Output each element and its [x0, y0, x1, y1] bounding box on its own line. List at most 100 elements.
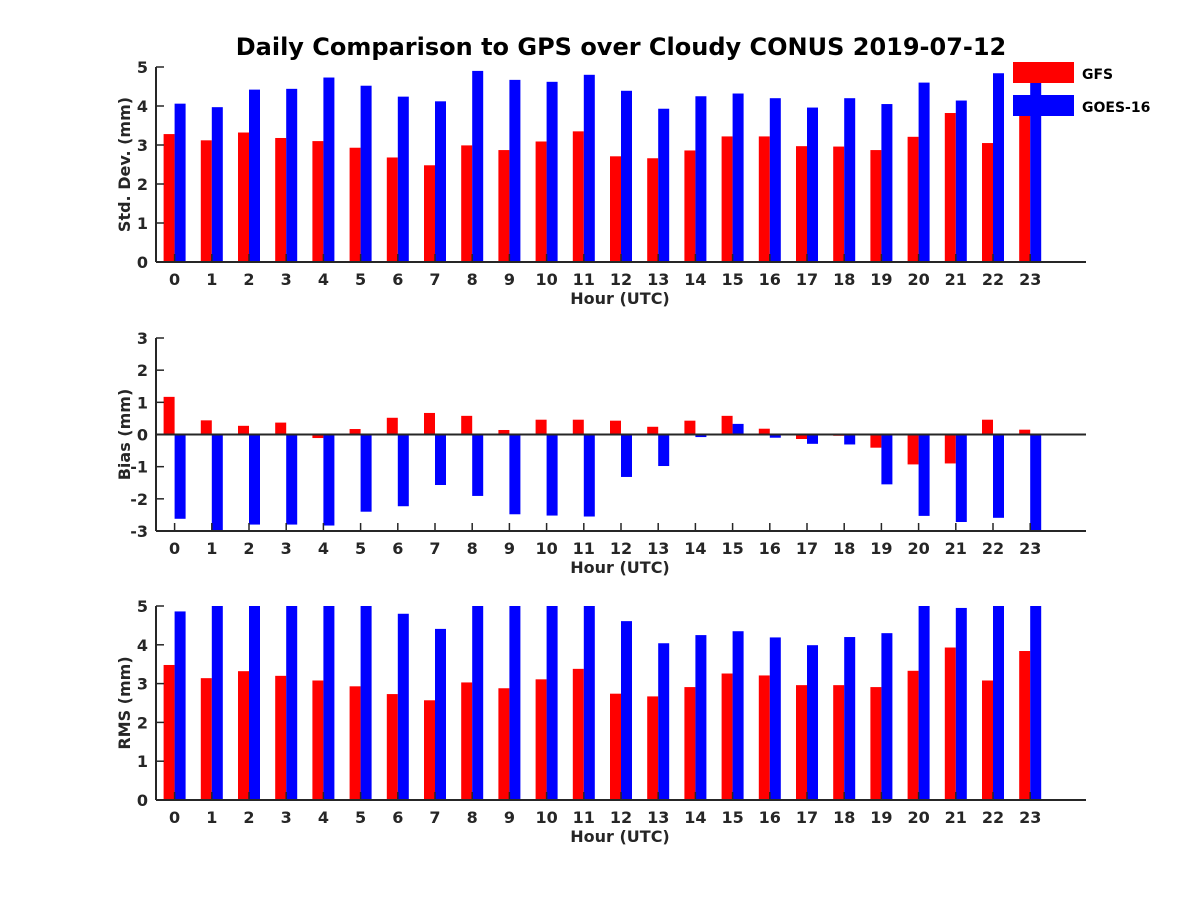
bar-goes16-3 [286, 88, 298, 262]
bar-gfs-7 [424, 700, 435, 800]
bar-goes16-1 [211, 107, 223, 262]
bar-goes16-19 [881, 434, 893, 485]
x-tick-label: 23 [1019, 539, 1041, 558]
x-tick-label: 12 [610, 808, 632, 827]
bar-gfs-23 [1019, 112, 1031, 262]
bar-goes16-14 [695, 96, 707, 262]
x-tick-label: 7 [429, 808, 440, 827]
bar-gfs-21 [944, 647, 956, 800]
bar-goes16-12 [621, 621, 632, 800]
bar-gfs-5 [349, 429, 361, 435]
bar-goes16-16 [769, 637, 781, 800]
bar-goes16-8 [472, 606, 484, 800]
bar-gfs-11 [572, 131, 584, 262]
x-tick-label: 4 [318, 270, 329, 289]
bar-gfs-5 [349, 686, 361, 800]
x-tick-label: 13 [647, 270, 669, 289]
bar-gfs-5 [349, 147, 361, 262]
bar-goes16-6 [397, 434, 409, 507]
bar-goes16-17 [807, 107, 818, 262]
x-tick-label: 15 [721, 270, 743, 289]
bar-gfs-2 [238, 671, 249, 800]
bar-gfs-7 [424, 165, 435, 262]
bar-goes16-6 [397, 96, 409, 262]
bar-gfs-4 [312, 141, 324, 262]
bar-gfs-11 [572, 668, 584, 800]
bar-group [163, 396, 1042, 531]
x-tick-label: 17 [796, 808, 818, 827]
bar-goes16-21 [955, 434, 967, 522]
y-tick-label: -1 [130, 458, 148, 477]
bar-gfs-21 [944, 434, 956, 464]
bar-goes16-7 [435, 434, 446, 486]
bar-goes16-6 [397, 613, 409, 800]
bar-goes16-13 [658, 434, 670, 467]
bar-gfs-13 [647, 426, 659, 435]
legend-label-goes16: GOES-16 [1082, 100, 1150, 116]
bar-gfs-1 [200, 140, 212, 262]
x-tick-label: 21 [945, 270, 967, 289]
bar-gfs-1 [200, 678, 212, 800]
bar-gfs-16 [758, 136, 770, 262]
bar-goes16-16 [769, 434, 781, 438]
bar-gfs-13 [647, 158, 659, 262]
x-tick-label: 22 [982, 808, 1004, 827]
y-tick-label: -2 [130, 490, 148, 509]
x-tick-label: 16 [759, 808, 781, 827]
bar-gfs-12 [610, 156, 621, 262]
bar-gfs-15 [721, 136, 733, 262]
bar-gfs-22 [982, 419, 993, 435]
x-tick-label: 18 [833, 270, 855, 289]
bar-goes16-8 [472, 70, 484, 262]
bar-gfs-7 [424, 412, 435, 435]
x-tick-label: 15 [721, 539, 743, 558]
chart-title: Daily Comparison to GPS over Cloudy CONU… [236, 33, 1007, 61]
x-tick-label: 11 [573, 539, 595, 558]
legend-swatch-gfs [1013, 62, 1074, 83]
x-tick-label: 0 [169, 539, 180, 558]
y-tick-label: 1 [137, 393, 148, 412]
bar-gfs-20 [907, 136, 919, 262]
bar-gfs-3 [275, 675, 287, 800]
y-tick-label: 3 [137, 675, 148, 694]
x-tick-label: 13 [647, 808, 669, 827]
bar-gfs-22 [982, 680, 993, 800]
bar-goes16-19 [881, 104, 893, 262]
x-tick-label: 12 [610, 539, 632, 558]
x-tick-label: 23 [1019, 808, 1041, 827]
bar-gfs-15 [721, 673, 733, 800]
x-tick-label: 3 [281, 808, 292, 827]
bar-goes16-5 [360, 606, 372, 800]
bar-gfs-0 [163, 396, 175, 435]
bar-gfs-19 [870, 434, 882, 448]
x-tick-label: 6 [392, 539, 403, 558]
bar-gfs-10 [535, 419, 547, 435]
bar-goes16-21 [955, 100, 967, 262]
bar-gfs-2 [238, 425, 249, 435]
x-tick-label: 14 [684, 270, 706, 289]
bar-gfs-9 [498, 429, 510, 435]
legend-label-gfs: GFS [1082, 67, 1113, 83]
bar-gfs-6 [386, 694, 398, 800]
x-tick-label: 20 [907, 808, 929, 827]
bar-goes16-13 [658, 643, 670, 800]
x-tick-label: 5 [355, 808, 366, 827]
bar-gfs-6 [386, 157, 398, 262]
bar-goes16-9 [509, 606, 521, 800]
bar-gfs-19 [870, 150, 882, 262]
x-tick-label: 1 [206, 808, 217, 827]
bar-goes16-18 [844, 434, 856, 445]
bar-gfs-18 [833, 685, 845, 800]
bar-gfs-8 [461, 682, 473, 800]
bar-goes16-8 [472, 434, 484, 496]
bar-gfs-9 [498, 150, 510, 262]
bar-goes16-18 [844, 637, 856, 800]
x-tick-label: 18 [833, 808, 855, 827]
bar-gfs-4 [312, 434, 324, 439]
x-tick-label: 4 [318, 539, 329, 558]
y-tick-label: 4 [137, 636, 148, 655]
bar-goes16-10 [546, 434, 558, 516]
x-tick-label: 3 [281, 270, 292, 289]
